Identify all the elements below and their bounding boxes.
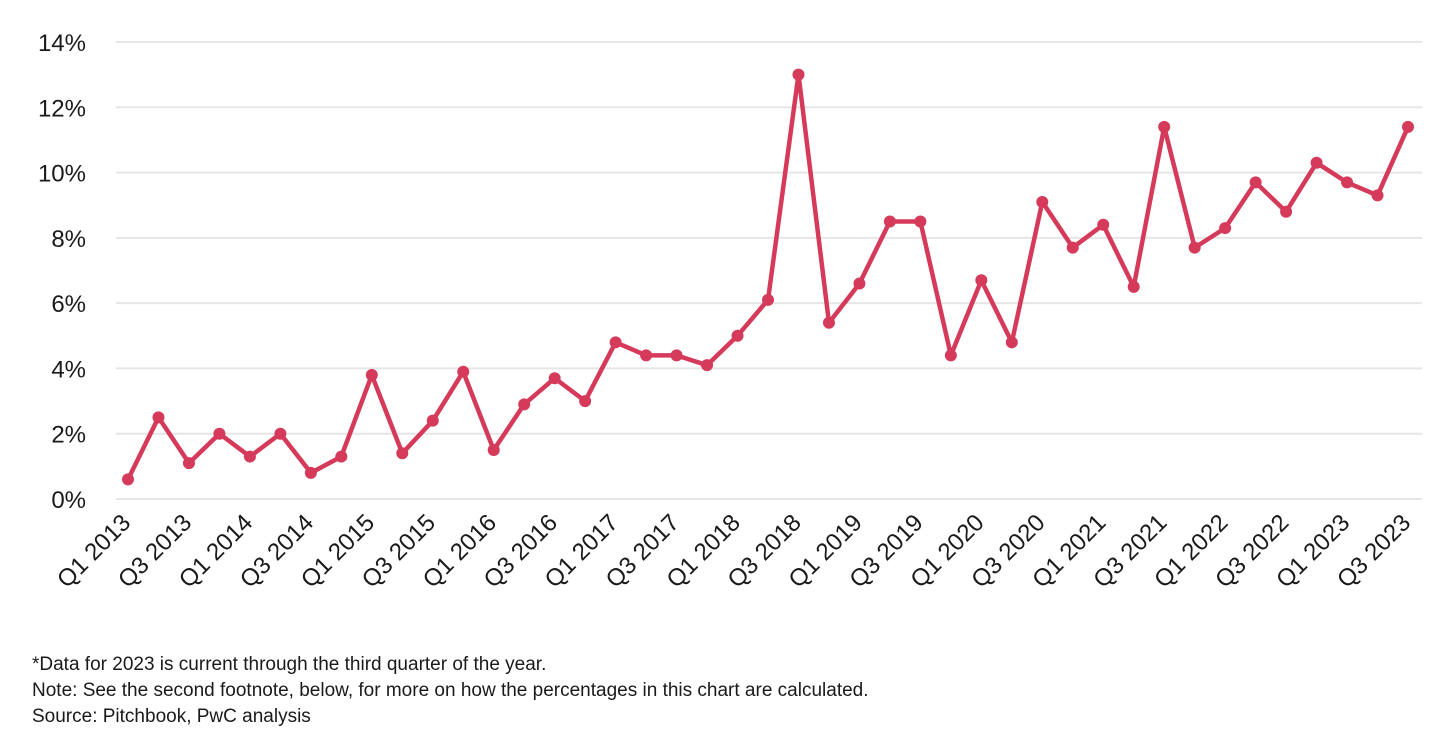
data-point (457, 365, 470, 378)
data-point (1127, 280, 1140, 293)
data-point (1371, 189, 1384, 202)
data-point (122, 473, 134, 486)
y-tick-label: 8% (51, 226, 86, 253)
y-axis-tick-labels: 0% 2% 4% 6% 8% 10% 12% 14% (38, 30, 86, 514)
data-point (365, 368, 378, 381)
data-point (396, 447, 409, 460)
data-point (731, 329, 744, 342)
data-point (762, 293, 774, 306)
data-point (609, 336, 622, 349)
data-point (1249, 176, 1262, 189)
data-series (125, 72, 1411, 482)
data-point (518, 398, 531, 411)
data-point (548, 372, 561, 385)
footnote-source: Source: Pitchbook, PwC analysis (32, 706, 311, 727)
data-point (914, 215, 927, 228)
data-point (579, 395, 592, 408)
data-points (122, 68, 1414, 486)
data-point (822, 316, 835, 329)
data-point (274, 427, 287, 440)
data-point (487, 444, 500, 457)
data-point (1066, 241, 1079, 254)
data-point (1310, 156, 1323, 169)
data-point (182, 457, 195, 470)
data-point (853, 277, 866, 290)
footnote-data-coverage: *Data for 2023 is current through the th… (32, 654, 547, 675)
y-tick-label: 2% (51, 422, 86, 449)
data-point (1097, 218, 1110, 231)
footnote-note: Note: See the second footnote, below, fo… (32, 680, 869, 701)
data-point (426, 414, 439, 427)
data-point (883, 215, 896, 228)
data-point (243, 450, 256, 463)
data-point (1402, 120, 1414, 133)
y-tick-label: 10% (38, 161, 86, 188)
data-point (792, 68, 805, 81)
y-tick-label: 0% (51, 487, 86, 514)
data-point (152, 411, 165, 424)
series-line (125, 72, 1411, 482)
data-point (1341, 176, 1354, 189)
data-point (1158, 120, 1171, 133)
data-point (975, 274, 988, 287)
y-tick-label: 14% (38, 30, 86, 57)
data-point (213, 427, 226, 440)
data-point (640, 349, 653, 362)
data-point (304, 466, 317, 479)
y-tick-label: 12% (38, 95, 86, 122)
data-point (1036, 195, 1049, 208)
data-point (1280, 205, 1293, 218)
y-tick-label: 4% (51, 356, 86, 383)
data-point (944, 349, 957, 362)
data-point (670, 349, 683, 362)
data-point (701, 359, 714, 372)
chart-footnotes: *Data for 2023 is current through the th… (32, 652, 869, 730)
data-point (1219, 222, 1232, 235)
data-point (1188, 241, 1201, 254)
data-point (1005, 336, 1018, 349)
gridlines (116, 41, 1422, 500)
y-tick-label: 6% (51, 291, 86, 318)
data-point (335, 450, 348, 463)
